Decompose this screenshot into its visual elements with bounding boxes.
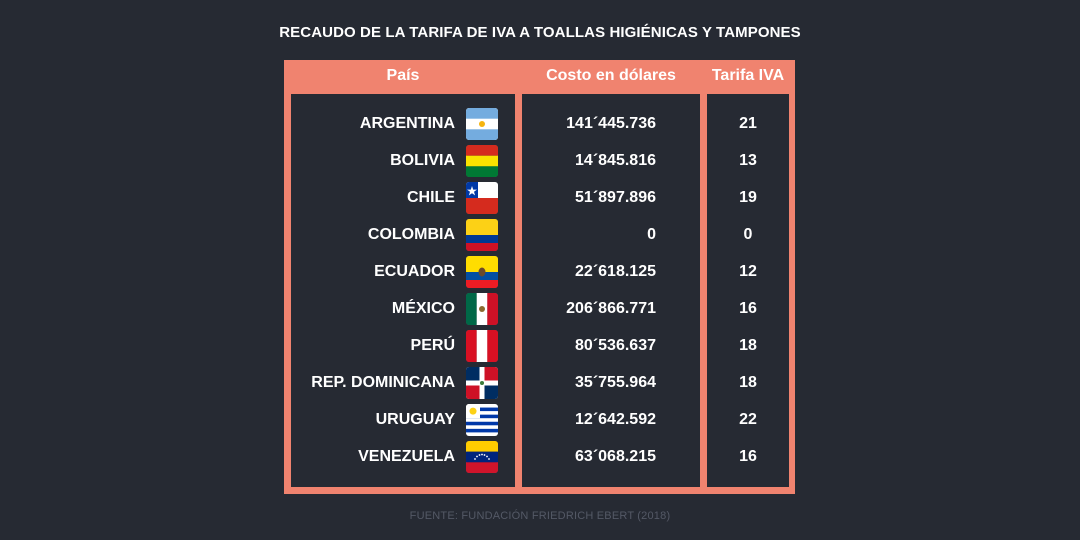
colombia-flag-icon — [466, 219, 498, 251]
cost-row: 51´897.896 — [522, 182, 700, 214]
rate-value: 22 — [739, 411, 757, 428]
chart-title: RECAUDO DE LA TARIFA DE IVA A TOALLAS HI… — [279, 24, 801, 41]
country-row: ARGENTINA — [291, 108, 515, 140]
cost-value: 0 — [647, 226, 656, 243]
bolivia-flag-icon — [466, 145, 498, 177]
rate-value: 0 — [743, 226, 753, 243]
country-name: COLOMBIA — [367, 226, 455, 243]
country-row: REP. DOMINICANA — [291, 367, 515, 399]
rate-row: 19 — [707, 182, 789, 214]
peru-flag-icon — [466, 330, 498, 362]
country-name: CHILE — [407, 189, 455, 206]
country-name: VENEZUELA — [358, 448, 455, 465]
cost-value: 35´755.964 — [575, 374, 656, 391]
cost-row: 22´618.125 — [522, 256, 700, 288]
country-column: ARGENTINA BOLIVIA CHILE COLOMBIA ECUADOR — [291, 94, 515, 487]
country-name: URUGUAY — [375, 411, 455, 428]
cost-row: 12´642.592 — [522, 404, 700, 436]
mexico-flag-icon — [466, 293, 498, 325]
country-row: COLOMBIA — [291, 219, 515, 251]
venezuela-flag-icon — [466, 441, 498, 473]
country-name: REP. DOMINICANA — [311, 374, 455, 391]
argentina-flag-icon — [466, 108, 498, 140]
cost-row: 80´536.637 — [522, 330, 700, 362]
source-note: FUENTE: FUNDACIÓN FRIEDRICH EBERT (2018) — [409, 510, 671, 522]
country-row: BOLIVIA — [291, 145, 515, 177]
cost-value: 51´897.896 — [575, 189, 656, 206]
rate-row: 16 — [707, 293, 789, 325]
ecuador-flag-icon — [466, 256, 498, 288]
uruguay-flag-icon — [466, 404, 498, 436]
cost-row: 63´068.215 — [522, 441, 700, 473]
cost-value: 12´642.592 — [575, 411, 656, 428]
country-name: ARGENTINA — [359, 115, 455, 132]
rate-row: 12 — [707, 256, 789, 288]
cost-row: 14´845.816 — [522, 145, 700, 177]
cost-value: 80´536.637 — [575, 337, 656, 354]
country-row: URUGUAY — [291, 404, 515, 436]
rate-value: 19 — [739, 189, 757, 206]
cost-value: 14´845.816 — [575, 152, 656, 169]
rate-row: 21 — [707, 108, 789, 140]
country-row: CHILE — [291, 182, 515, 214]
rate-value: 18 — [739, 337, 757, 354]
header-rate: Tarifa IVA — [711, 67, 785, 84]
rate-value: 21 — [739, 115, 757, 132]
cost-row: 0 — [522, 219, 700, 251]
cost-column: 141´445.736 14´845.816 51´897.896 0 22´6… — [522, 94, 700, 487]
dominican-republic-flag-icon — [466, 367, 498, 399]
country-name: PERÚ — [410, 337, 455, 354]
rate-row: 22 — [707, 404, 789, 436]
country-row: PERÚ — [291, 330, 515, 362]
cost-value: 22´618.125 — [575, 263, 656, 280]
rate-row: 18 — [707, 367, 789, 399]
country-row: ECUADOR — [291, 256, 515, 288]
country-name: ECUADOR — [374, 263, 455, 280]
cost-row: 141´445.736 — [522, 108, 700, 140]
rate-value: 16 — [739, 300, 757, 317]
country-name: BOLIVIA — [390, 152, 455, 169]
cost-value: 63´068.215 — [575, 448, 656, 465]
rate-value: 16 — [739, 448, 757, 465]
data-table: País Costo en dólares Tarifa IVA ARGENTI… — [284, 60, 795, 494]
rate-row: 18 — [707, 330, 789, 362]
country-row: VENEZUELA — [291, 441, 515, 473]
rate-column: 21 13 19 0 12 16 18 18 22 16 — [707, 94, 789, 487]
cost-row: 35´755.964 — [522, 367, 700, 399]
header-cost: Costo en dólares — [546, 67, 676, 84]
rate-value: 13 — [739, 152, 757, 169]
rate-value: 12 — [739, 263, 757, 280]
country-name: MÉXICO — [391, 300, 455, 317]
chile-flag-icon — [466, 182, 498, 214]
rate-row: 16 — [707, 441, 789, 473]
cost-row: 206´866.771 — [522, 293, 700, 325]
header-country: País — [386, 67, 420, 84]
rate-row: 13 — [707, 145, 789, 177]
cost-value: 141´445.736 — [566, 115, 656, 132]
rate-value: 18 — [739, 374, 757, 391]
rate-row: 0 — [707, 219, 789, 251]
cost-value: 206´866.771 — [566, 300, 656, 317]
country-row: MÉXICO — [291, 293, 515, 325]
